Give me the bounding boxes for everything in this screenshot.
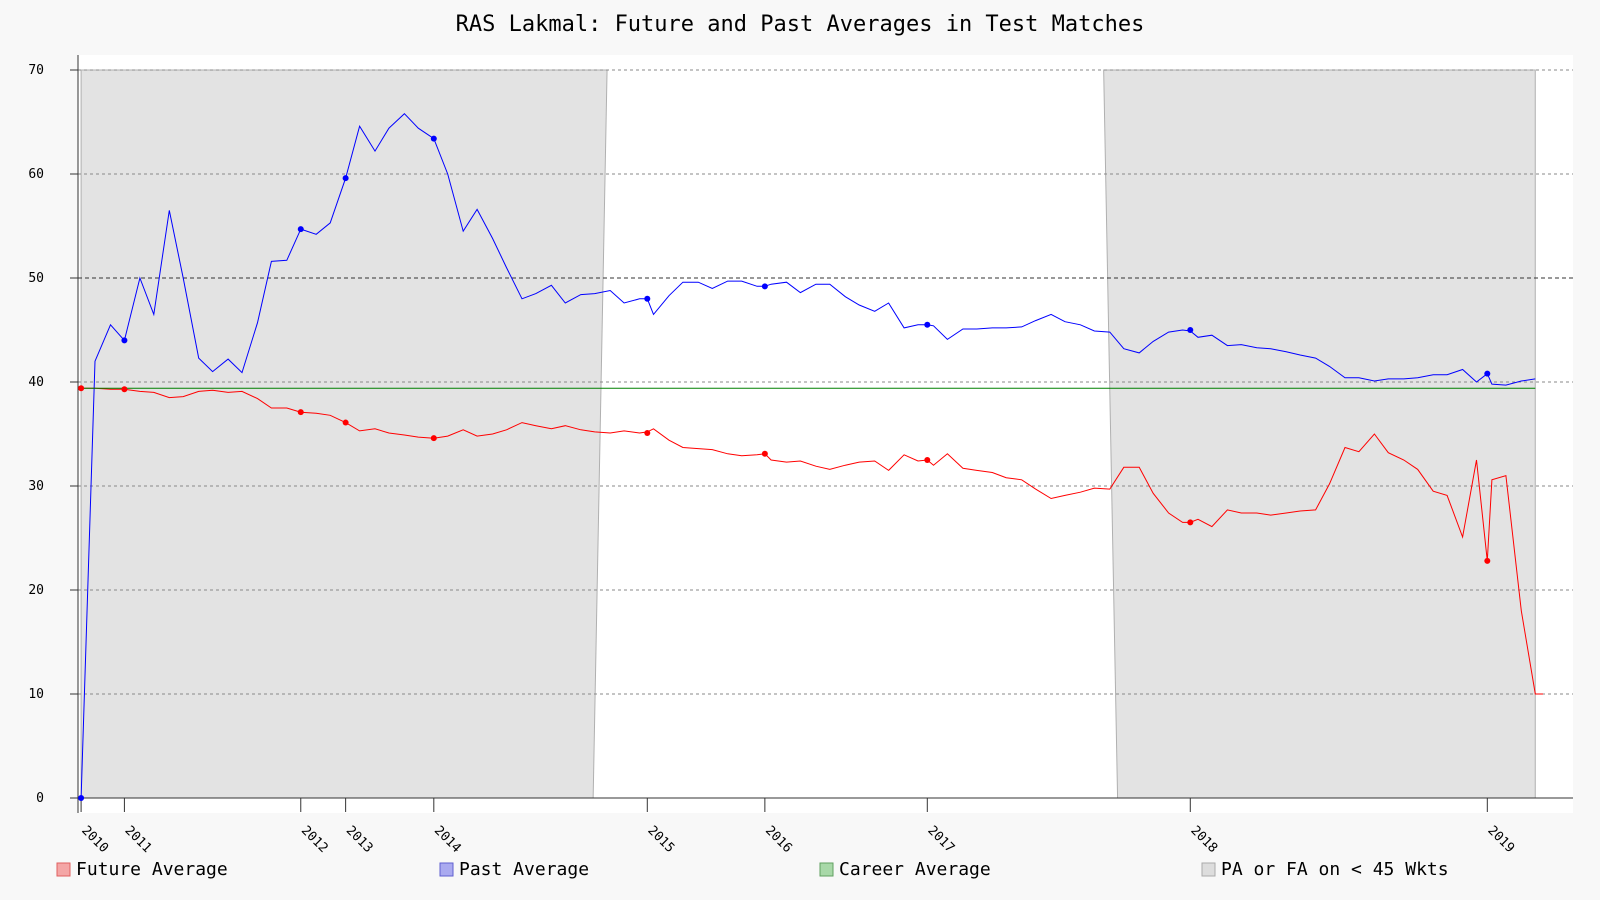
x-tick-label-2013: 2013 <box>343 823 376 856</box>
x-tick-label-2016: 2016 <box>762 823 795 856</box>
legend: Future Average Past Average Career Average… <box>56 859 1449 880</box>
y-tick-label-50: 50 <box>28 271 44 286</box>
marker-past-average-10 <box>1484 370 1491 377</box>
series-line-past-average <box>80 112 1536 799</box>
x-tick-label-2012: 2012 <box>298 823 331 856</box>
marker-past-average-3 <box>297 226 304 233</box>
legend-label-3: Career Average <box>839 859 991 880</box>
x-tick-label-2011: 2011 <box>122 823 155 856</box>
marker-future-average-3 <box>297 409 304 416</box>
series-line-future-average <box>81 387 1543 695</box>
marker-future-average-6 <box>644 429 651 436</box>
marker-future-average-5 <box>430 435 437 442</box>
x-tick-label-2017: 2017 <box>924 823 957 856</box>
x-tick-label-2010: 2010 <box>78 823 111 856</box>
y-tick-label-60: 60 <box>28 167 44 182</box>
legend-label-2: Past Average <box>459 859 589 880</box>
shaded-region-2 <box>1103 69 1536 799</box>
marker-future-average-4 <box>342 419 349 426</box>
y-tick-label-70: 70 <box>28 63 44 78</box>
legend-swatch-3 <box>819 862 834 877</box>
y-tick-label-0: 0 <box>36 791 44 806</box>
marker-past-average-9 <box>1187 327 1194 333</box>
marker-past-average-1 <box>78 795 85 801</box>
marker-future-average-8 <box>924 457 931 463</box>
marker-future-average-10 <box>1484 557 1491 564</box>
marker-past-average-6 <box>644 295 651 302</box>
x-tick-label-2019: 2019 <box>1484 823 1517 856</box>
marker-past-average-7 <box>761 283 768 290</box>
x-tick-label-2014: 2014 <box>431 823 464 856</box>
marker-future-average-2 <box>121 386 128 393</box>
y-tick-label-10: 10 <box>28 687 44 702</box>
y-tick-label-20: 20 <box>28 583 44 598</box>
x-tick-label-2018: 2018 <box>1187 823 1220 856</box>
marker-future-average-9 <box>1187 519 1194 526</box>
marker-past-average-8 <box>924 321 931 328</box>
x-tick-label-2015: 2015 <box>644 823 677 856</box>
marker-past-average-4 <box>342 175 349 182</box>
marker-future-average-7 <box>761 450 768 457</box>
y-tick-label-40: 40 <box>28 375 44 390</box>
shaded-regions <box>80 69 1536 799</box>
legend-swatch-1 <box>56 862 71 877</box>
series-markers <box>78 135 1491 801</box>
marker-past-average-5 <box>430 135 437 142</box>
chart-title: RAS Lakmal: Future and Past Averages in … <box>455 12 1145 37</box>
y-tick-label-30: 30 <box>28 479 44 494</box>
marker-past-average-2 <box>121 337 128 344</box>
legend-label-1: Future Average <box>76 859 228 880</box>
legend-label-4: PA or FA on < 45 Wkts <box>1221 859 1449 880</box>
legend-swatch-2 <box>439 862 454 877</box>
legend-swatch-4 <box>1201 862 1216 877</box>
series-lines <box>80 112 1543 799</box>
marker-future-average-1 <box>78 385 85 392</box>
